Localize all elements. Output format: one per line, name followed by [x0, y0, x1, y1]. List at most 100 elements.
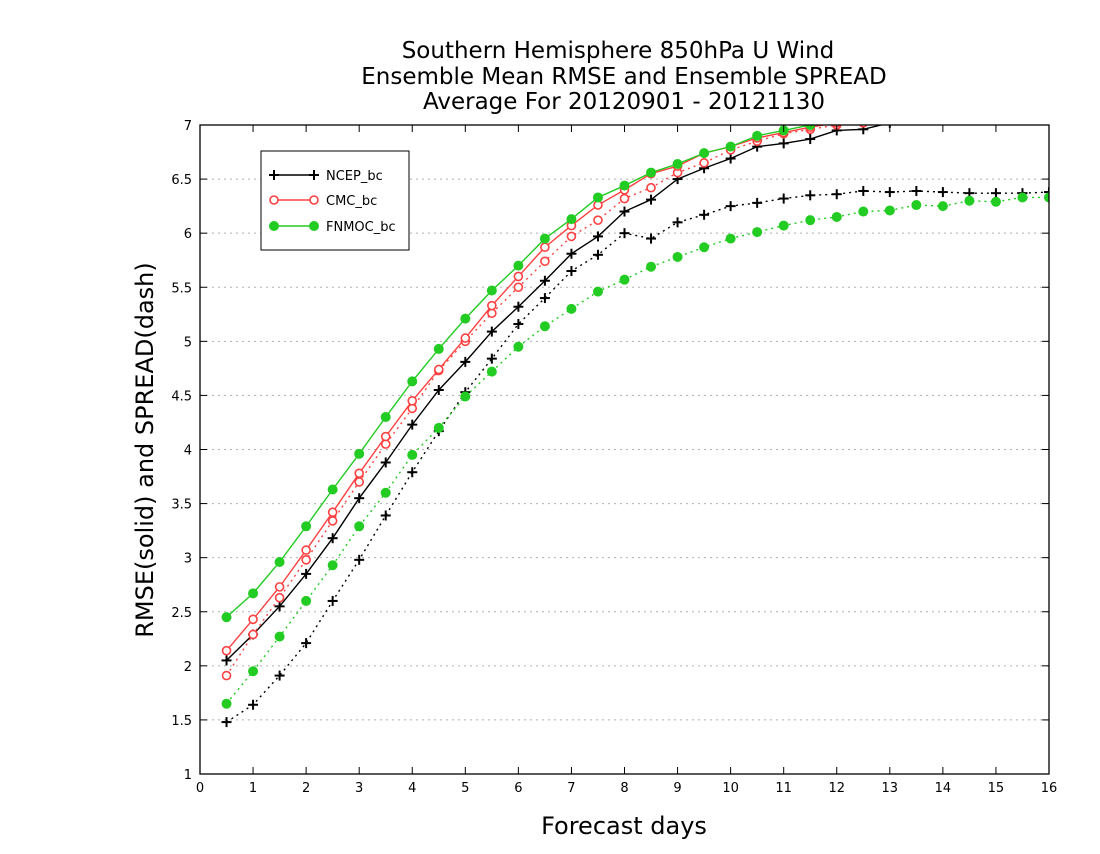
ncep-bc-rmse-point: [301, 568, 312, 579]
fnmoc-bc-spread-point: [407, 449, 418, 460]
fnmoc-bc-rmse-point: [274, 556, 285, 567]
x-tick-label: 11: [775, 781, 792, 796]
ncep-bc-rmse-point: [221, 655, 232, 666]
cmc-bc-spread-point: [540, 256, 550, 267]
cmc-bc-spread-point: [593, 215, 603, 225]
cmc-bc-rmse-point: [354, 468, 364, 479]
fnmoc-bc-spread-point: [619, 274, 630, 285]
cmc-bc-spread-point: [646, 182, 656, 193]
fnmoc-bc-rmse-point: [592, 192, 603, 203]
x-tick-label: 0: [196, 781, 204, 796]
y-tick-label: 5: [184, 335, 192, 350]
fnmoc-bc-spread-point: [884, 205, 895, 216]
y-tick-label: 6.5: [171, 173, 192, 188]
ncep-bc-spread-point: [380, 510, 391, 521]
legend-marker-ncep-bc-right: [309, 170, 319, 180]
fnmoc-bc-spread-point: [990, 196, 1001, 207]
ncep-bc-rmse-point: [539, 275, 550, 286]
cmc-bc-rmse-point: [433, 364, 444, 375]
x-tick-label: 8: [620, 781, 628, 796]
ncep-bc-rmse-point: [566, 248, 577, 259]
fnmoc-bc-rmse-point: [460, 313, 471, 324]
fnmoc-bc-rmse-point: [433, 343, 444, 354]
fnmoc-bc-spread-point: [1044, 192, 1049, 203]
ncep-bc-spread-point: [221, 717, 232, 728]
y-tick-label: 3.5: [171, 498, 192, 513]
x-tick-label: 5: [461, 781, 469, 796]
fnmoc-bc-spread-point: [672, 251, 683, 262]
fnmoc-bc-spread-point: [937, 201, 948, 212]
fnmoc-bc-rmse-point: [513, 260, 524, 271]
ncep-bc-spread-point: [990, 188, 1001, 199]
cmc-bc-spread-point: [327, 516, 338, 526]
legend-marker-cmc-bc-left: [269, 195, 279, 205]
fnmoc-bc-rmse-point: [566, 214, 577, 225]
cmc-bc-spread-point: [699, 158, 709, 168]
ncep-bc-spread-point: [752, 197, 763, 208]
plot-area-frame: [199, 124, 1050, 775]
cmc-bc-rmse-point: [487, 300, 497, 311]
fnmoc-bc-spread-point: [274, 631, 285, 642]
ncep-bc-spread-point: [274, 670, 285, 681]
fnmoc-bc-rmse-point: [301, 521, 312, 532]
chart-title-line-3: Average For 20120901 - 20121130: [423, 89, 825, 115]
ncep-bc-rmse-point: [592, 231, 603, 242]
cmc-bc-rmse-point: [460, 333, 471, 343]
x-tick-label: 9: [673, 781, 681, 796]
legend-marker-cmc-bc-right: [309, 195, 319, 205]
fnmoc-bc-spread-point: [301, 595, 312, 606]
cmc-bc-spread-point: [354, 477, 364, 487]
ncep-bc-rmse-point: [327, 533, 338, 544]
ncep-bc-spread-point: [486, 353, 497, 364]
ncep-bc-spread-point: [778, 193, 789, 204]
fnmoc-bc-spread-point: [539, 321, 550, 332]
fnmoc-bc-spread-point: [725, 233, 736, 244]
cmc-bc-rmse-point: [513, 271, 524, 282]
fnmoc-bc-spread-point: [778, 220, 789, 231]
ncep-bc-spread-point: [301, 638, 312, 649]
ncep-bc-rmse-point: [460, 356, 471, 367]
ncep-bc-spread-point: [566, 266, 577, 277]
ncep-bc-spread-point: [354, 554, 365, 565]
ncep-bc-spread-point: [672, 217, 683, 228]
ncep-bc-spread-point: [592, 249, 603, 260]
fnmoc-bc-spread-point: [831, 211, 842, 222]
y-axis-label: RMSE(solid) and SPREAD(dash): [131, 262, 159, 638]
y-tick-label: 4: [184, 444, 192, 459]
y-tick-label: 2.5: [171, 606, 192, 621]
fnmoc-bc-rmse-point: [672, 158, 683, 169]
ncep-bc-spread-point: [619, 228, 630, 239]
x-tick-label: 1: [249, 781, 257, 796]
fnmoc-bc-rmse-point: [752, 130, 763, 141]
x-tick-label: 15: [988, 781, 1005, 796]
ncep-bc-spread-point: [831, 189, 842, 200]
legend-label-cmc: CMC_bc: [326, 194, 377, 209]
y-tick-label: 7: [184, 119, 192, 134]
ncep-bc-rmse-point: [486, 326, 497, 337]
x-tick-label: 13: [882, 781, 899, 796]
fnmoc-bc-spread-point: [460, 391, 471, 402]
ncep-bc-rmse-point: [274, 601, 285, 612]
x-tick-label: 2: [302, 781, 310, 796]
ncep-bc-rmse-line: [226, 125, 884, 661]
ncep-bc-rmse-point: [354, 493, 365, 504]
x-tick-label: 16: [1041, 781, 1058, 796]
ncep-bc-spread-point: [248, 699, 259, 710]
cmc-bc-spread-point: [566, 231, 577, 242]
cmc-bc-rmse-point: [327, 507, 338, 518]
fnmoc-bc-rmse-point: [354, 448, 365, 459]
fnmoc-bc-spread-point: [221, 698, 232, 709]
fnmoc-bc-rmse-point: [619, 180, 630, 191]
x-tick-label: 7: [567, 781, 575, 796]
fnmoc-bc-rmse-point: [221, 612, 232, 623]
fnmoc-bc-rmse-point: [407, 376, 418, 387]
y-tick-label: 2: [184, 660, 192, 675]
x-axis-label: Forecast days: [541, 812, 707, 840]
fnmoc-bc-rmse-point: [646, 167, 657, 178]
ncep-bc-spread-point: [805, 190, 816, 201]
ncep-bc-rmse-point: [513, 301, 524, 312]
fnmoc-bc-spread-point: [433, 422, 444, 433]
ncep-bc-spread-point: [513, 319, 524, 330]
